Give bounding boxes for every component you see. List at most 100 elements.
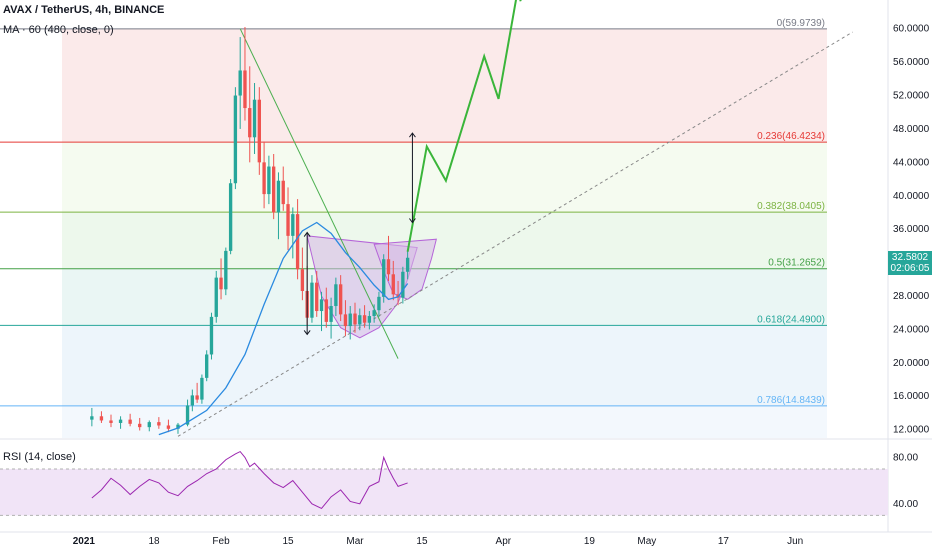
price-tick-label: 60.0000	[893, 24, 930, 35]
candle	[157, 417, 161, 429]
price-tick-label: 40.0000	[893, 191, 930, 202]
candle	[243, 27, 247, 121]
candle-body	[286, 204, 290, 236]
price-tick-label: 20.0000	[893, 358, 930, 369]
candle-body	[214, 277, 218, 317]
candle-body	[377, 296, 381, 311]
price-tick-label: 24.0000	[893, 324, 930, 335]
candle	[118, 416, 123, 429]
dashed-trendline	[177, 31, 853, 437]
price-axis[interactable]: 60.0000 56.0000 52.0000 48.0000 44.0000 40.00…	[887, 0, 930, 532]
fib-label: 0.5(31.2652)	[768, 258, 825, 269]
fib-label: 0.236(46.4234)	[757, 131, 825, 142]
time-tick-label: 19	[584, 536, 596, 547]
candle	[224, 247, 228, 296]
candle	[219, 258, 223, 300]
measure-arrowhead	[303, 231, 311, 237]
rsi-panel: 80.00 40.00	[0, 438, 932, 516]
candle-body	[243, 70, 247, 109]
candle	[190, 389, 195, 412]
candle	[209, 312, 214, 360]
candle-body	[190, 395, 195, 406]
descending-trendline	[239, 28, 399, 359]
candle	[324, 287, 328, 328]
candle	[262, 141, 266, 209]
candle	[257, 87, 261, 175]
projection-drawings	[303, 0, 522, 336]
candle	[109, 414, 113, 428]
fib-fill-zones	[62, 28, 827, 438]
candle	[276, 172, 281, 240]
fib-label: 0(59.9739)	[777, 18, 825, 29]
price-tick-label: 36.0000	[893, 224, 930, 235]
candle-body	[271, 166, 276, 213]
candle	[286, 187, 290, 251]
projection-arrowhead	[519, 0, 522, 2]
candle	[238, 37, 242, 129]
candle-body	[338, 284, 343, 315]
candle	[252, 83, 257, 154]
candle-body	[252, 99, 257, 138]
price-tick-label: 48.0000	[893, 124, 930, 135]
candle	[166, 419, 171, 433]
candle	[205, 350, 209, 382]
candle	[128, 413, 132, 427]
fib-zone	[62, 325, 827, 406]
rsi-legend[interactable]: RSI (14, close)	[3, 451, 76, 463]
rsi-tick-label: 40.00	[893, 499, 918, 510]
time-tick-label: May	[637, 536, 656, 547]
candle	[147, 420, 151, 432]
projection-path	[406, 0, 517, 252]
candle-body	[219, 277, 223, 290]
fib-label: 0.618(24.4900)	[757, 314, 825, 325]
fib-zone	[62, 268, 827, 326]
candle-body	[372, 310, 376, 317]
candle	[329, 297, 333, 339]
candle	[315, 270, 319, 317]
fib-label: 0.786(14.8439)	[757, 395, 825, 406]
candle	[233, 87, 238, 190]
candle-body	[329, 306, 333, 322]
candle-body	[405, 257, 410, 272]
candle	[281, 166, 285, 211]
candle	[267, 155, 271, 205]
candle-body	[391, 274, 395, 295]
candle	[348, 306, 352, 340]
candlestick-series	[90, 27, 410, 434]
candle-body	[262, 162, 266, 195]
measure-arrowhead	[303, 330, 311, 336]
candle-body	[310, 282, 314, 318]
trendlines	[177, 28, 853, 437]
candle-body	[238, 70, 242, 96]
candle	[291, 207, 295, 259]
candle	[300, 247, 305, 301]
candle-body	[343, 314, 348, 327]
candle	[271, 154, 276, 220]
measure-arrowhead	[409, 132, 416, 138]
candle-body	[319, 299, 324, 312]
candle	[338, 275, 343, 322]
fib-zone	[62, 212, 827, 269]
rsi-line	[91, 450, 408, 510]
ma-legend[interactable]: MA · 60 (480, close, 0)	[3, 24, 114, 36]
candle	[334, 277, 338, 317]
candle-body	[295, 214, 300, 270]
candle	[214, 270, 218, 323]
candle	[377, 291, 381, 317]
candle-body	[128, 419, 132, 424]
symbol-title[interactable]: AVAX / TetherUS, 4h, BINANCE	[3, 4, 165, 16]
candle	[248, 66, 252, 163]
candle	[228, 179, 233, 255]
price-tick-label: 12.0000	[893, 425, 930, 436]
candle-body	[118, 419, 123, 423]
price-tick-label: 52.0000	[893, 91, 930, 102]
candle	[195, 382, 199, 403]
candle	[358, 308, 362, 331]
rsi-tick-label: 80.00	[893, 452, 918, 463]
candle	[343, 300, 348, 337]
candle-body	[205, 354, 209, 378]
time-axis[interactable]: 2021 18 Feb 15 Mar 15 Apr 19 May 17 Jun	[0, 531, 932, 547]
candle-body	[228, 183, 233, 251]
time-tick-label: Jun	[787, 536, 803, 547]
